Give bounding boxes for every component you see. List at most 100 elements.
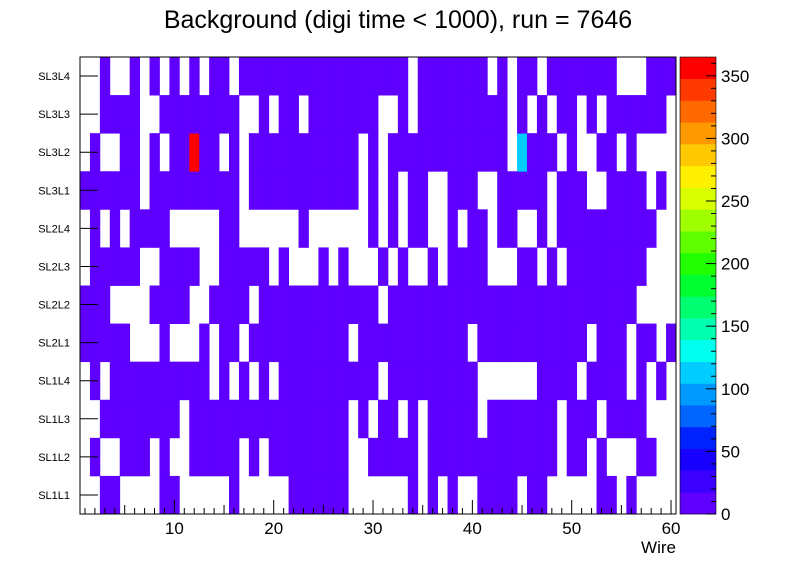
- color-scale-swatch: [680, 470, 716, 493]
- heatmap-cell: [358, 323, 369, 363]
- heatmap-cell: [417, 361, 429, 401]
- heatmap-cell: [308, 437, 319, 477]
- heatmap-cell: [219, 95, 230, 134]
- z-tick-label: 200: [721, 255, 749, 274]
- heatmap-cell: [209, 133, 220, 172]
- heatmap-cell: [99, 57, 111, 96]
- heatmap-cell: [199, 399, 210, 439]
- heatmap-cell: [209, 437, 220, 477]
- heatmap-cell: [159, 247, 170, 286]
- heatmap-cell: [437, 361, 448, 401]
- heatmap-cell: [457, 437, 468, 477]
- heatmap-cell: [348, 57, 359, 96]
- heatmap-cell: [209, 285, 220, 324]
- heatmap-cell: [646, 323, 657, 363]
- heatmap-cell: [169, 133, 180, 172]
- heatmap-cell: [209, 95, 220, 134]
- heatmap-cell: [566, 399, 578, 439]
- z-tick-label: 0: [721, 505, 730, 524]
- heatmap-cell: [656, 95, 667, 134]
- heatmap-cell: [308, 399, 319, 439]
- color-scale-swatch: [680, 361, 716, 384]
- heatmap-cell: [169, 57, 180, 96]
- heatmap-cell: [606, 399, 617, 439]
- heatmap-cell: [517, 95, 528, 134]
- heatmap-cell: [238, 399, 250, 439]
- heatmap-cell: [407, 323, 419, 363]
- heatmap-cell: [467, 209, 478, 248]
- heatmap-cell: [268, 437, 280, 477]
- color-scale-swatch: [680, 426, 716, 450]
- heatmap-cell: [646, 95, 657, 134]
- heatmap-cell: [189, 437, 200, 477]
- heatmap-cell: [338, 285, 349, 324]
- heatmap-cell: [517, 285, 528, 324]
- heatmap-cell: [437, 323, 448, 363]
- heatmap-cell: [477, 95, 488, 134]
- heatmap-cell: [368, 95, 379, 134]
- heatmap-cell: [229, 247, 240, 286]
- heatmap-cell: [328, 285, 339, 324]
- heatmap-cell: [477, 209, 488, 248]
- heatmap-cell: [378, 399, 389, 439]
- heatmap-cell: [169, 399, 180, 439]
- heatmap-cell: [596, 285, 607, 324]
- heatmap-cell: [447, 323, 458, 363]
- heatmap-cell: [318, 323, 329, 363]
- heatmap-cell: [497, 133, 508, 172]
- plot-border: [79, 56, 677, 515]
- heatmap-cell: [328, 323, 339, 363]
- heatmap-cell: [656, 57, 667, 96]
- heatmap-cell: [447, 437, 458, 477]
- x-tick-label: 20: [264, 519, 283, 538]
- heatmap-cell: [338, 475, 349, 515]
- heatmap-cell: [447, 361, 458, 401]
- heatmap-cell: [129, 171, 140, 210]
- heatmap-cell: [596, 133, 607, 172]
- heatmap-cell: [536, 399, 548, 439]
- color-scale-swatch: [680, 187, 716, 210]
- heatmap-cell: [298, 475, 309, 515]
- heatmap-cell: [417, 285, 429, 324]
- heatmap-cell: [457, 285, 468, 324]
- color-scale-bar: 0 50 100 150 200 250 300 350: [679, 56, 749, 524]
- heatmap-cell: [268, 57, 280, 96]
- heatmap-cell: [606, 133, 617, 172]
- heatmap-cell: [427, 437, 438, 477]
- heatmap-cell: [527, 171, 538, 210]
- heatmap-cell: [278, 399, 289, 439]
- heatmap-cell: [606, 475, 617, 515]
- heatmap-cell: [626, 285, 637, 324]
- heatmap-cell: [397, 133, 409, 172]
- heatmap-cell: [338, 57, 349, 96]
- heatmap-cell: [546, 399, 558, 439]
- heatmap-cell: [387, 323, 399, 363]
- heatmap-cell: [189, 95, 200, 134]
- heatmap-cell: [487, 95, 498, 134]
- heatmap-cell: [318, 399, 329, 439]
- heatmap-cell: [536, 361, 548, 401]
- heatmap-cell: [556, 323, 568, 363]
- heatmap-cell: [576, 57, 587, 96]
- heatmap-cell: [99, 171, 111, 210]
- heatmap-cell: [209, 171, 220, 210]
- heatmap-cell: [159, 475, 170, 515]
- heatmap-cell: [636, 209, 647, 248]
- heatmap-cell: [278, 285, 289, 324]
- x-axis-title: Wire: [641, 538, 676, 557]
- heatmap-cell: [427, 133, 438, 172]
- heatmap-cell: [358, 57, 369, 96]
- heatmap-cell: [467, 285, 478, 324]
- heatmap-cell: [497, 437, 508, 477]
- heatmap-cell: [318, 171, 329, 210]
- heatmap-cell: [378, 247, 389, 286]
- color-scale-swatch: [680, 252, 716, 275]
- heatmap-cell: [457, 323, 468, 363]
- heatmap-cell: [407, 399, 419, 439]
- heatmap-cell: [209, 399, 220, 439]
- heatmap-cell: [179, 133, 190, 172]
- heatmap-cell: [447, 133, 458, 172]
- heatmap-cell: [258, 323, 270, 363]
- heatmap-cell: [378, 323, 389, 363]
- heatmap-cell: [149, 171, 160, 210]
